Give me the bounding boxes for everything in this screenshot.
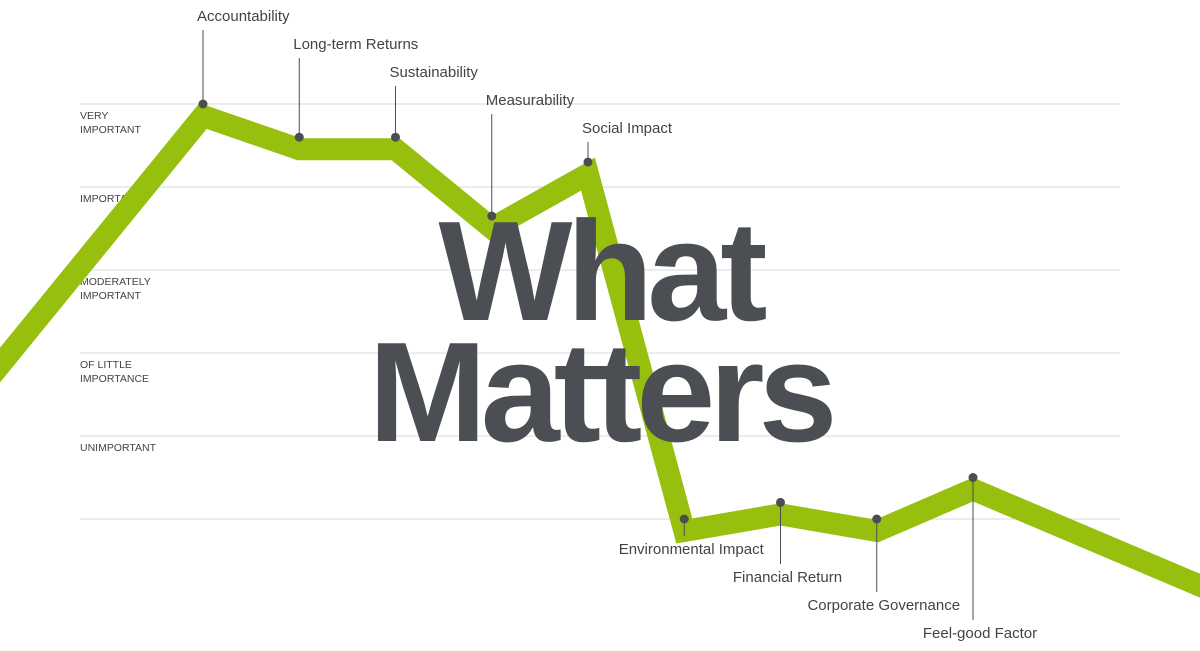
data-point [679, 514, 689, 524]
callout: Environmental Impact [619, 514, 765, 558]
callout: Measurability [486, 92, 575, 221]
y-tick-label-line: IMPORTANCE [80, 373, 149, 385]
y-tick-label: VERY IMPORTANT [80, 110, 141, 136]
data-point [391, 132, 400, 142]
y-tick-label: OF LITTLE IMPORTANCE [80, 359, 149, 385]
callout: Social Impact [582, 120, 673, 167]
y-tick-labels: VERY IMPORTANT IMPORTANT MODERATELY IMPORTAN… [80, 110, 157, 454]
y-tick-label-line: VERY [80, 110, 108, 122]
y-tick-label-line: IMPORTANT [80, 124, 141, 136]
point-label: Measurability [486, 92, 575, 109]
data-point [487, 211, 497, 221]
point-label: Corporate Governance [807, 597, 960, 614]
data-point [968, 473, 978, 482]
callout: Sustainability [390, 64, 479, 142]
callout: Accountability [197, 8, 290, 109]
y-tick-label: UNIMPORTANT [80, 442, 157, 454]
point-label: Financial Return [733, 569, 842, 586]
y-tick-label-line: MODERATELY [80, 276, 151, 288]
y-tick-label: MODERATELY IMPORTANT [80, 276, 151, 302]
point-label: Long-term Returns [293, 36, 418, 53]
data-point [872, 514, 882, 524]
point-label: Social Impact [582, 120, 673, 137]
data-point [294, 132, 304, 142]
callout: Financial Return [733, 497, 842, 586]
point-label: Feel-good Factor [923, 625, 1037, 642]
point-label: Environmental Impact [619, 541, 765, 558]
series-path [0, 103, 1200, 598]
series-line [0, 103, 1200, 598]
callout: Long-term Returns [293, 36, 418, 142]
callout: Corporate Governance [807, 514, 960, 614]
data-point [198, 99, 208, 109]
y-tick-label-line: IMPORTANT [80, 290, 141, 302]
point-label: Sustainability [390, 64, 479, 81]
grid [80, 103, 1120, 520]
point-label: Accountability [197, 8, 290, 25]
data-point [583, 157, 593, 167]
y-tick-label-line: OF LITTLE [80, 359, 132, 371]
y-tick-label-line: UNIMPORTANT [80, 442, 157, 454]
data-point [776, 497, 785, 507]
callout: Feel-good Factor [923, 473, 1037, 642]
